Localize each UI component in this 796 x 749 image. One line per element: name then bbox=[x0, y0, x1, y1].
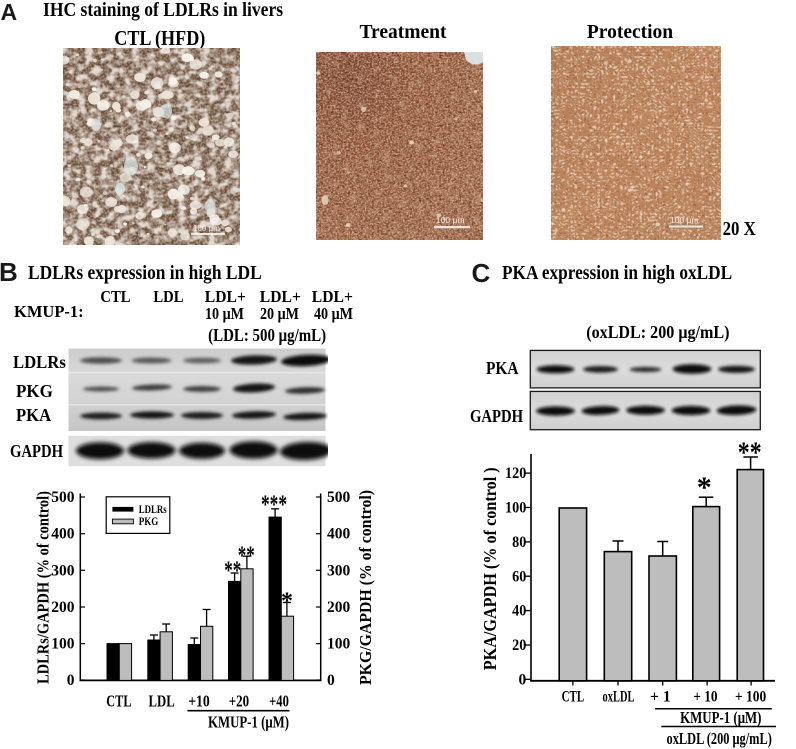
svg-text:CTL: CTL bbox=[562, 689, 585, 706]
svg-text:0: 0 bbox=[519, 671, 527, 688]
svg-text:oxLDL (200 μg/mL): oxLDL (200 μg/mL) bbox=[667, 729, 772, 748]
svg-text:100: 100 bbox=[327, 636, 351, 653]
svg-text:400: 400 bbox=[327, 526, 351, 543]
svg-text:+10: +10 bbox=[188, 691, 210, 710]
svg-text:200: 200 bbox=[327, 599, 351, 616]
svg-text:400: 400 bbox=[51, 526, 75, 543]
svg-text:+ 100: + 100 bbox=[735, 689, 766, 706]
svg-text:120: 120 bbox=[505, 465, 527, 482]
svg-text:500: 500 bbox=[51, 489, 75, 506]
svg-text:oxLDL: oxLDL bbox=[603, 689, 635, 706]
svg-text:**: ** bbox=[738, 437, 762, 469]
svg-text:100 μm: 100 μm bbox=[193, 224, 220, 233]
svg-text:+ 10: + 10 bbox=[693, 689, 717, 706]
svg-text:KMUP-1 (μM): KMUP-1 (μM) bbox=[680, 708, 761, 727]
svg-text:+ 1: + 1 bbox=[650, 689, 671, 706]
svg-text:20: 20 bbox=[512, 637, 526, 654]
svg-text:CTL: CTL bbox=[106, 691, 131, 710]
svg-text:KMUP-1 (μM): KMUP-1 (μM) bbox=[208, 713, 289, 732]
svg-text:PKG/GAPDH (% of control): PKG/GAPDH (% of control) bbox=[356, 490, 375, 685]
svg-text:500: 500 bbox=[327, 489, 351, 506]
svg-text:**: ** bbox=[224, 556, 241, 585]
svg-text:LDLRs: LDLRs bbox=[139, 502, 167, 516]
svg-text:200: 200 bbox=[51, 599, 75, 616]
svg-text:100: 100 bbox=[51, 636, 75, 653]
svg-text:PKG: PKG bbox=[139, 514, 159, 528]
svg-text:PKA/GAPDH (% of control ): PKA/GAPDH (% of control ) bbox=[480, 467, 500, 670]
svg-text:**: ** bbox=[238, 541, 255, 570]
svg-text:0: 0 bbox=[67, 672, 75, 689]
svg-text:***: *** bbox=[261, 490, 287, 519]
svg-text:+20: +20 bbox=[229, 691, 249, 710]
svg-text:80: 80 bbox=[512, 534, 526, 551]
svg-text:40: 40 bbox=[512, 603, 526, 620]
svg-text:0: 0 bbox=[327, 672, 335, 689]
svg-text:100: 100 bbox=[505, 500, 527, 517]
svg-text:+40: +40 bbox=[269, 691, 289, 710]
svg-text:60: 60 bbox=[512, 568, 526, 585]
svg-text:100 μm: 100 μm bbox=[670, 215, 699, 225]
svg-text:LDLRs/GAPDH (% of control): LDLRs/GAPDH (% of control) bbox=[35, 491, 53, 684]
svg-text:*: * bbox=[697, 471, 712, 504]
svg-text:100 μm: 100 μm bbox=[436, 215, 465, 225]
svg-text:300: 300 bbox=[51, 562, 75, 579]
svg-text:LDL: LDL bbox=[149, 691, 175, 710]
svg-text:300: 300 bbox=[327, 562, 351, 579]
svg-text:*: * bbox=[281, 588, 293, 614]
